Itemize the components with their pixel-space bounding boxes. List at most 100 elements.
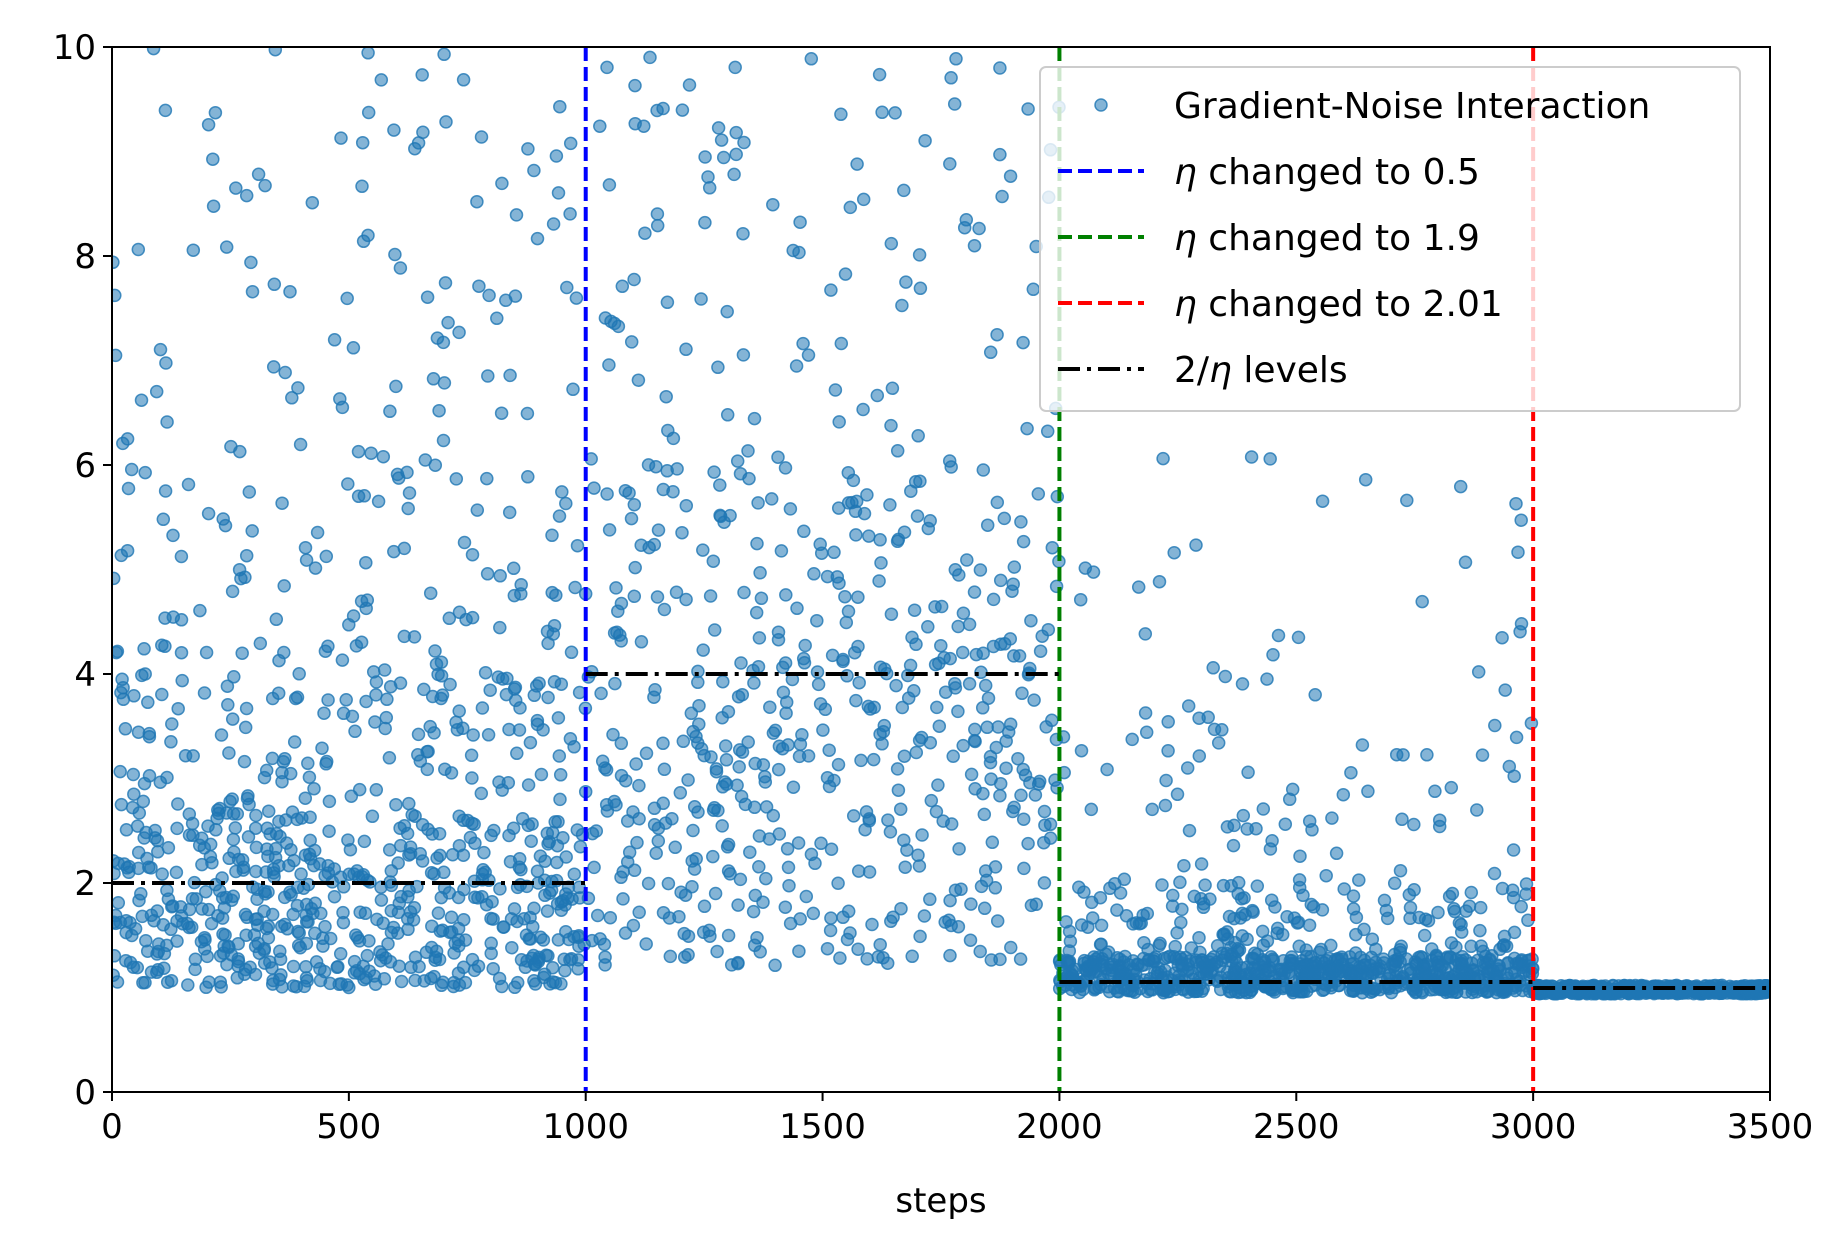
scatter-point xyxy=(747,411,762,426)
scatter-point xyxy=(968,782,982,796)
scatter-point xyxy=(831,757,846,772)
scatter-point xyxy=(459,612,473,627)
scatter-point xyxy=(438,276,453,290)
scatter-point xyxy=(731,898,745,912)
scatter-point xyxy=(862,529,876,543)
scatter-point xyxy=(997,511,1012,526)
scatter-point xyxy=(1337,882,1351,896)
scatter-point xyxy=(294,867,308,881)
scatter-point xyxy=(230,971,245,985)
scatter-point xyxy=(627,589,642,604)
scatter-point xyxy=(247,928,262,942)
scatter-point xyxy=(930,700,944,715)
scatter-point xyxy=(632,905,646,920)
scatter-point xyxy=(169,865,184,880)
scatter-point xyxy=(873,533,887,547)
scatter-point xyxy=(1003,632,1018,646)
scatter-point xyxy=(840,932,855,947)
y-tick-label: 10 xyxy=(53,28,96,68)
scatter-point xyxy=(860,952,874,966)
scatter-point xyxy=(718,739,733,753)
scatter-point xyxy=(112,896,126,910)
scatter-point xyxy=(1632,986,1647,1001)
x-tick-label: 3500 xyxy=(1727,1107,1814,1147)
scatter-point xyxy=(343,842,358,857)
scatter-point xyxy=(957,220,972,235)
scatter-point xyxy=(1308,688,1322,702)
tick-layer: 0 500 1000 1500 2000 2500 3000 3500 0 2 4 6 8 10 xyxy=(53,28,1814,1147)
scatter-point xyxy=(126,767,141,782)
scatter-point xyxy=(420,290,435,304)
scatter-point xyxy=(166,610,181,624)
scatter-point xyxy=(1218,669,1233,684)
scatter-point xyxy=(1263,452,1277,466)
scatter-point xyxy=(227,670,241,684)
scatter-point xyxy=(674,885,688,899)
scatter-point xyxy=(780,842,795,856)
scatter-point xyxy=(276,754,291,769)
scatter-point xyxy=(951,919,966,934)
x-tick-label: 1000 xyxy=(542,1107,629,1147)
plot-frame xyxy=(111,46,1771,1093)
scatter-point xyxy=(1161,744,1175,758)
scatter-point xyxy=(1215,723,1229,737)
scatter-point xyxy=(323,931,338,946)
scatter-point xyxy=(1226,838,1241,853)
scatter-point xyxy=(298,540,313,555)
scatter-point xyxy=(1498,683,1512,697)
scatter-point xyxy=(585,933,599,948)
scatter-point xyxy=(549,588,563,602)
scatter-point xyxy=(1266,648,1280,662)
scatter-point xyxy=(732,760,746,774)
scatter-point xyxy=(885,381,900,396)
legend-marker-dot xyxy=(1094,98,1108,112)
scatter-point xyxy=(1011,751,1025,766)
scatter-point xyxy=(327,333,342,347)
scatter-point xyxy=(650,590,665,604)
scatter-point xyxy=(278,365,292,380)
scatter-point xyxy=(331,959,345,974)
scatter-point xyxy=(165,717,179,731)
scatter-point xyxy=(376,449,391,464)
scatter-point xyxy=(159,356,173,370)
scatter-point xyxy=(242,485,257,499)
scatter-point xyxy=(827,545,841,560)
scatter-point xyxy=(1146,954,1160,968)
scatter-point xyxy=(687,800,702,814)
scatter-point xyxy=(258,178,272,193)
scatter-point xyxy=(492,971,507,986)
scatter-point xyxy=(127,689,141,703)
scatter-point xyxy=(238,720,253,735)
scatter-point xyxy=(360,593,375,607)
scatter-point xyxy=(369,783,384,797)
scatter-point xyxy=(875,105,889,120)
scatter-point xyxy=(936,814,950,828)
scatter-point xyxy=(240,791,255,806)
scatter-point xyxy=(156,512,171,527)
scatter-point xyxy=(816,723,830,737)
scatter-point xyxy=(388,247,402,262)
legend-label: η changed to 0.5 xyxy=(1174,152,1480,193)
scatter-point xyxy=(793,737,808,752)
scatter-point xyxy=(452,838,467,853)
scatter-point xyxy=(734,656,748,670)
scatter-point xyxy=(234,571,248,586)
scatter-point xyxy=(951,704,965,719)
scatter-point xyxy=(439,115,453,129)
scatter-point xyxy=(1125,732,1139,747)
scatter-point xyxy=(1285,782,1300,797)
scatter-point xyxy=(551,814,565,829)
scatter-point xyxy=(662,911,677,925)
scatter-point xyxy=(783,502,798,516)
scatter-point xyxy=(698,215,712,230)
scatter-point xyxy=(199,884,213,899)
scatter-point xyxy=(737,585,751,600)
scatter-point xyxy=(786,780,801,794)
scatter-point xyxy=(336,880,351,894)
scatter-point xyxy=(820,569,835,584)
scatter-point xyxy=(964,897,978,911)
scatter-point xyxy=(910,509,925,523)
scatter-point xyxy=(464,748,479,763)
scatter-point xyxy=(533,930,548,945)
scatter-point xyxy=(355,135,370,150)
